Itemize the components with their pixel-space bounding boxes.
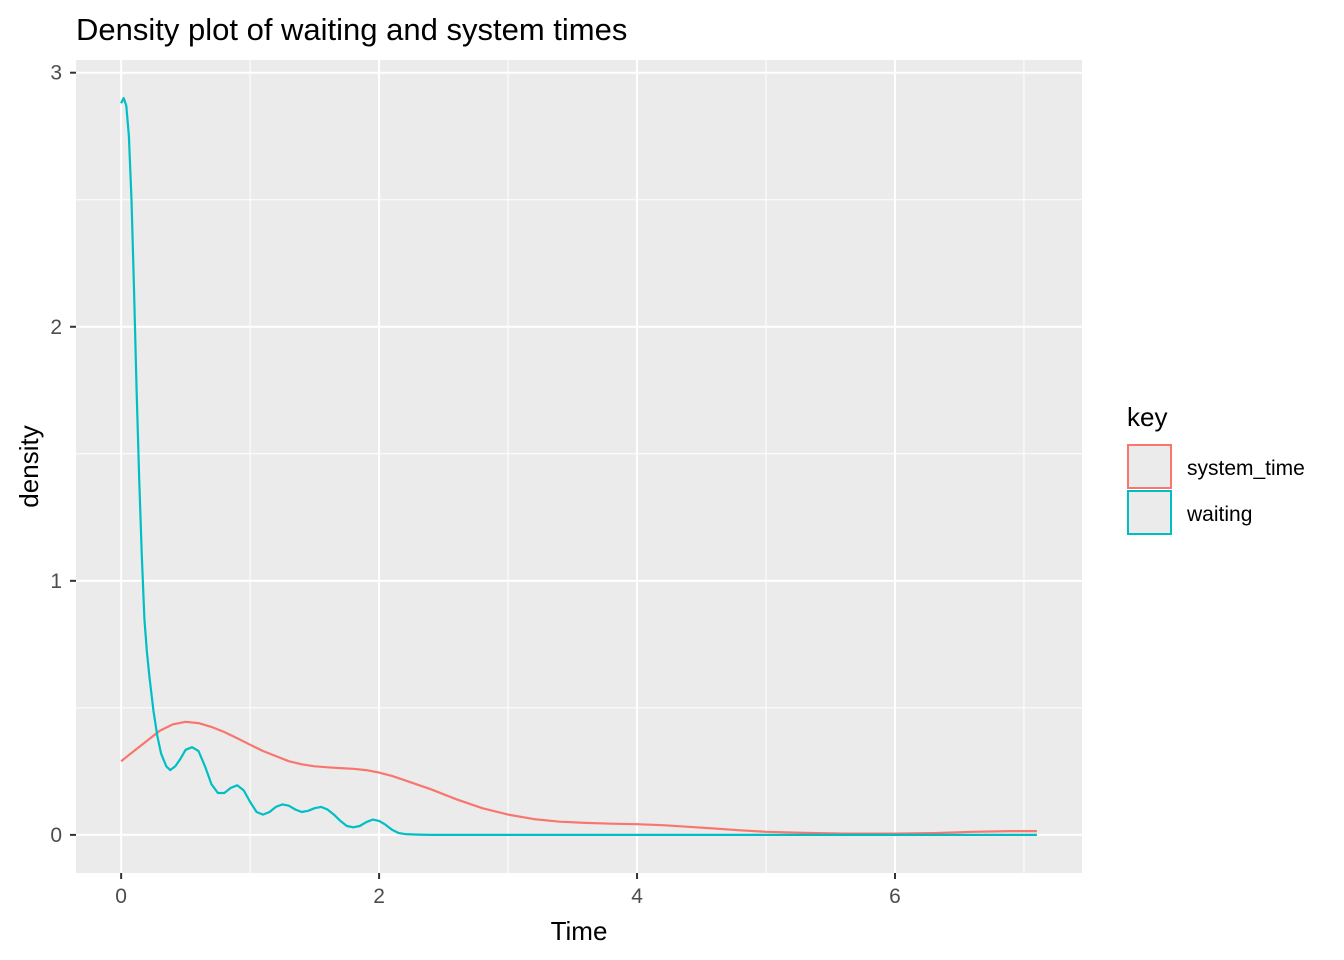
plot-panel [76,60,1082,873]
y-tick-label: 1 [50,570,62,593]
legend-key-system-time [1127,444,1172,489]
x-tick-label: 6 [889,885,901,908]
y-tick-label: 3 [50,62,62,85]
legend-label-system-time: system_time [1187,457,1305,480]
chart-title: Density plot of waiting and system times [76,12,627,47]
x-tick-label: 0 [115,885,127,908]
y-tick-label: 2 [50,316,62,339]
legend-title: key [1127,402,1167,432]
x-tick-label: 2 [373,885,385,908]
x-axis-title: Time [551,916,608,946]
x-tick-label: 4 [631,885,643,908]
series-lines [120,97,1037,836]
minor-gridlines [76,60,1082,873]
major-gridlines [76,60,1082,873]
x-axis: 0 2 4 6 [115,873,901,908]
legend-label-waiting: waiting [1186,503,1252,526]
y-axis-title: density [14,425,44,507]
y-tick-label: 0 [50,824,62,847]
legend-key-waiting [1127,490,1172,535]
y-axis: 0 1 2 3 [50,62,76,847]
series-line-system-time [120,720,1037,835]
series-line-waiting [120,97,1037,836]
